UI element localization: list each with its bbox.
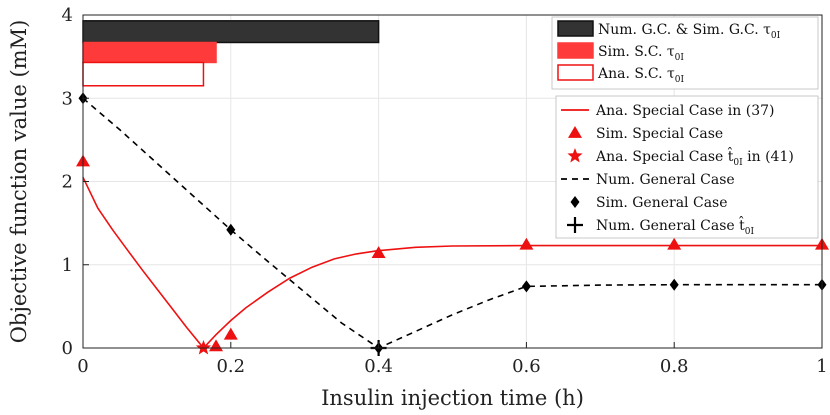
plus-marker [567,217,583,233]
diamond-marker [521,280,531,293]
legend-label: Sim. General Case [596,195,728,211]
y-tick-label: 4 [62,5,73,26]
legend-label-subscript: 0I [733,158,743,168]
legend-label-subscript: 0I [771,31,781,41]
legend-label-subscript: 0I [745,227,755,237]
x-axis-label: Insulin injection time (h) [321,386,584,410]
x-tick-label: 0.6 [512,356,541,377]
triangle-marker [371,246,386,258]
x-tick-label: 0 [77,356,88,377]
legend-series: Ana. Special Case in (37) Sim. Special Ca… [555,95,819,239]
y-tick-label: 2 [62,172,73,193]
star-marker [567,148,583,163]
diamond-marker [669,278,679,291]
tau-interval-bars [82,20,380,87]
triangle-marker [568,126,582,138]
legend-label: Num. General Case t̂0I [596,215,755,237]
axis-ticks: 0 0.2 0.4 0.6 0.8 1 0 1 2 3 4 [62,5,828,377]
triangle-marker [209,339,224,352]
legend-swatch [557,20,594,37]
legend-swatch [557,42,594,59]
tau-bar [82,20,380,44]
x-tick-label: 1 [816,356,827,377]
legend-label: Ana. Special Case in (37) [595,103,774,119]
tau-bar [82,41,217,64]
legend-label: Sim. S.C. τ0I [598,44,684,63]
x-tick-label: 0.8 [660,356,689,377]
diamond-marker [570,196,580,208]
legend-label: Num. G.C. & Sim. G.C. τ0I [598,22,781,41]
x-tick-label: 0.2 [216,356,245,377]
legend-label: Ana. Special Case t̂0I in (41) [595,146,794,168]
legend-top-right: Num. G.C. & Sim. G.C. τ0I Sim. S.C. τ0I An… [551,16,819,90]
legend-label-subscript: 0I [675,75,685,85]
legend-swatch [557,64,594,81]
legend-label: Ana. S.C. τ0I [597,66,685,85]
legend-box [551,16,819,90]
y-tick-label: 0 [62,338,73,359]
triangle-marker [667,237,682,250]
star-marker [195,340,212,355]
x-tick-label: 0.4 [364,356,393,377]
tau-bar [82,61,205,87]
triangle-marker [519,237,534,250]
triangle-marker [223,327,238,340]
legend-box [555,95,819,239]
y-tick-label: 1 [62,255,73,276]
y-tick-label: 3 [62,88,73,109]
legend-label: Sim. Special Case [596,126,723,142]
legend-label-suffix: in (41) [743,149,794,165]
y-axis-label: Objective function value (mM) [7,20,31,344]
legend-label: Num. General Case [596,172,735,188]
legend-label-subscript: 0I [675,53,685,63]
diamond-marker [226,223,236,236]
